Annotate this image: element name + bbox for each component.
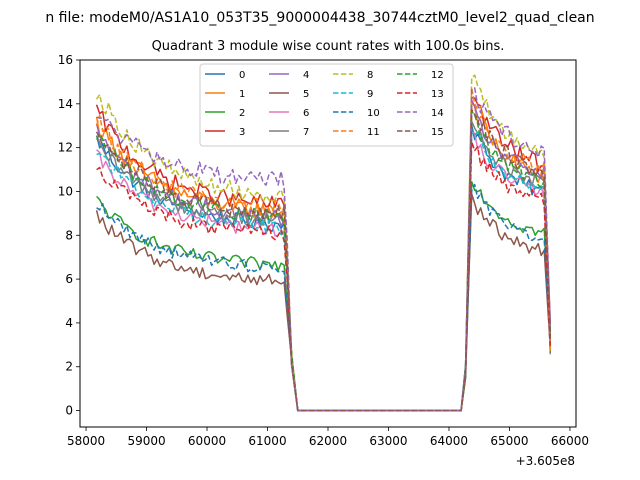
x-tick-label: 61000 <box>248 434 286 448</box>
legend-label-12: 12 <box>431 70 444 81</box>
legend-label-10: 10 <box>367 108 380 119</box>
x-tick-label: 66000 <box>551 434 589 448</box>
x-tick-label: 60000 <box>188 434 226 448</box>
series-line-10 <box>96 183 552 412</box>
series-line-1 <box>95 100 552 412</box>
y-tick-label: 0 <box>65 404 73 418</box>
x-offset-label: +3.605e8 <box>516 454 575 468</box>
legend-label-13: 13 <box>431 89 444 100</box>
legend-label-0: 0 <box>239 70 245 81</box>
legend-label-15: 15 <box>431 127 444 138</box>
series-line-9 <box>96 131 552 412</box>
legend-label-11: 11 <box>367 127 380 138</box>
x-tick-label: 65000 <box>490 434 528 448</box>
figure-suptitle: n file: modeM0/AS1A10_053T35_9000004438_… <box>45 10 594 26</box>
x-tick-label: 62000 <box>309 434 347 448</box>
legend-label-5: 5 <box>303 89 309 100</box>
series-line-5 <box>95 193 552 412</box>
series-line-14 <box>96 87 552 412</box>
legend-label-4: 4 <box>303 70 309 81</box>
y-tick-label: 4 <box>65 316 73 330</box>
axes: 58000 59000 60000 61000 62000 63000 64000 65000… <box>58 53 589 448</box>
series-line-6 <box>96 131 552 412</box>
chart-title: Quadrant 3 module wise count rates with … <box>152 39 505 54</box>
y-tick-label: 2 <box>65 360 73 374</box>
x-tick-label: 58000 <box>67 434 105 448</box>
legend-label-14: 14 <box>431 108 444 119</box>
legend-box <box>199 63 454 147</box>
y-tick-label: 8 <box>65 228 73 242</box>
series-line-11 <box>95 87 552 412</box>
legend-label-7: 7 <box>303 127 309 138</box>
legend-label-6: 6 <box>303 108 309 119</box>
series-line-4 <box>95 99 552 412</box>
legend-label-9: 9 <box>367 89 373 100</box>
y-tick-label: 16 <box>58 53 73 67</box>
x-tick-label: 64000 <box>430 434 468 448</box>
y-tick-label: 6 <box>65 272 73 286</box>
series-line-0 <box>95 124 552 412</box>
series-line-13 <box>96 140 552 412</box>
legend-label-8: 8 <box>367 70 373 81</box>
y-tick-label: 10 <box>58 184 73 198</box>
x-tick-label: 63000 <box>369 434 407 448</box>
legend-label-2: 2 <box>239 108 245 119</box>
series-line-8 <box>95 74 552 412</box>
legend-label-3: 3 <box>239 127 245 138</box>
series-line-12 <box>95 110 552 412</box>
plot-lines <box>95 74 552 412</box>
series-line-15 <box>95 108 552 412</box>
x-tick-label: 59000 <box>127 434 165 448</box>
legend-label-1: 1 <box>239 89 245 100</box>
y-tick-label: 14 <box>58 97 73 111</box>
y-tick-label: 12 <box>58 141 73 155</box>
